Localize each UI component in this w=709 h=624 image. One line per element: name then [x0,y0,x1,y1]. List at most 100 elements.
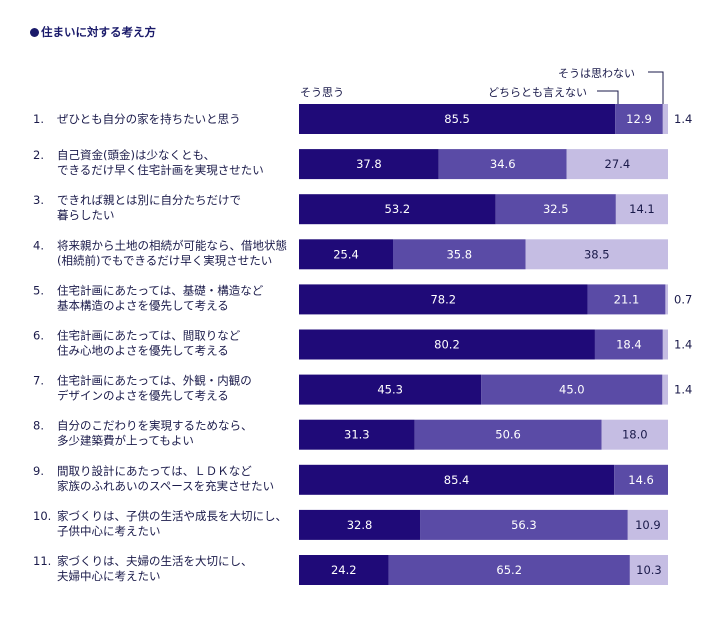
category-number: 7. [33,374,44,388]
category-label: 自分のこだわりを実現するためなら、 [57,419,253,433]
category-number: 8. [33,419,44,433]
category-label: デザインのよさを優先して考える [57,389,229,403]
bar-segment-disagree [662,374,668,405]
category-label: 暮らしたい [57,208,115,222]
value-label-neutral: 56.3 [511,518,537,532]
category-number: 1. [33,112,44,126]
value-label-neutral: 65.2 [496,563,522,577]
value-label-neutral: 34.6 [490,157,516,171]
value-label-agree: 24.2 [331,563,357,577]
bar-segment-disagree [662,104,668,134]
value-label-agree: 53.2 [385,202,411,216]
value-label-agree: 32.8 [347,518,373,532]
value-label-agree: 85.5 [444,112,470,126]
bar-segment-neutral [495,194,616,225]
value-label-agree: 45.3 [377,383,403,397]
category-label: 住宅計画にあたっては、外観・内観の [57,374,252,388]
value-label-disagree: 0.7 [674,292,692,306]
value-label-disagree: 1.4 [674,383,692,397]
value-label-disagree: 27.4 [605,157,631,171]
legend-disagree: そうは思わない [558,67,635,80]
value-label-disagree: 14.1 [629,202,655,216]
category-label: 住宅計画にあたっては、間取りなど [57,329,241,343]
bar-row-4: 4. 将来親から土地の相続が可能なら、借地状態(相続前)でもできるだけ早く実現させ… [33,238,668,270]
bar-segment-disagree [525,239,668,270]
bar-segment-neutral [414,419,602,450]
bar-segment-neutral [587,284,666,315]
bar-segment-agree [299,329,595,360]
legend-neutral: どちらとも言えない [488,86,587,99]
value-label-neutral: 50.6 [495,428,521,442]
bar-segment-agree [299,194,496,225]
value-label-agree: 37.8 [356,157,382,171]
category-number: 10. [33,509,51,523]
value-label-agree: 78.2 [430,292,456,306]
bar-segment-neutral [438,149,567,180]
value-label-agree: 25.4 [333,247,359,261]
category-label: 家づくりは、子供の生活や成長を大切にし、 [57,509,287,523]
bar-segment-agree [299,374,482,405]
category-label: できれば親とは別に自分たちだけで [57,193,241,207]
bar-segment-disagree [566,149,668,180]
bar-segment-neutral [420,509,628,540]
category-label: 家族のふれあいのスペースを充実させたい [57,479,274,493]
value-label-disagree: 1.4 [674,338,692,352]
category-number: 4. [33,238,44,252]
value-label-neutral: 45.0 [559,383,585,397]
bar-segment-agree [299,509,421,540]
category-number: 3. [33,193,44,207]
bar-row-10: 10. 家づくりは、子供の生活や成長を大切にし、子供中心に考えたい 32.8 56.3… [33,509,668,540]
category-number: 9. [33,464,44,478]
category-label: 自己資金(頭金)は少なくとも、 [57,148,215,162]
bar-row-11: 11. 家づくりは、夫婦の生活を大切にし、夫婦中心に考えたい 24.2 65.2 10.… [33,554,668,585]
chart-title: 住まいに対する考え方 [30,24,156,40]
category-label: 子供中心に考えたい [57,524,161,538]
bar-segment-disagree [665,284,668,315]
value-label-disagree: 10.3 [636,563,662,577]
bar-segment-neutral [615,104,663,134]
category-label: 夫婦中心に考えたい [57,569,161,583]
category-label: ぜひとも自分の家を持ちたいと思う [57,112,241,126]
bar-segment-neutral [393,239,526,270]
bar-segment-disagree [601,419,668,450]
bar-segment-agree [299,239,394,270]
legend-agree: そう思う [300,86,344,99]
category-number: 2. [33,148,44,162]
legend-leader-lines [597,71,664,104]
value-label-neutral: 18.4 [616,338,642,352]
category-label: 基本構造のよさを優先して考える [57,298,229,312]
value-label-disagree: 10.9 [635,518,661,532]
category-number: 5. [33,283,44,297]
bar-segment-neutral [594,329,663,360]
bar-segment-neutral [388,555,630,585]
title-bullet-icon [30,27,39,37]
bar-segment-disagree [627,509,668,540]
category-label: 家づくりは、夫婦の生活を大切にし、 [57,554,253,568]
category-label: 将来親から土地の相続が可能なら、借地状態 [57,238,287,252]
category-label: できるだけ早く住宅計画を実現させたい [57,163,264,177]
bar-segment-agree [299,284,588,315]
bar-segment-disagree [629,555,668,585]
bar-row-8: 8. 自分のこだわりを実現するためなら、多少建築費が上ってもよい 31.3 50.6 1… [33,419,668,450]
chart-title-text: 住まいに対する考え方 [41,25,156,39]
value-label-disagree: 18.0 [622,428,648,442]
category-label: 多少建築費が上ってもよい [57,434,194,448]
category-number: 11. [33,554,51,568]
bar-row-1: 1. ぜひとも自分の家を持ちたいと思う 85.5 12.9 1.4 [33,104,692,134]
value-label-neutral: 12.9 [626,112,652,126]
bar-segment-agree [299,464,615,495]
category-label: 間取り設計にあたっては、ＬＤＫなど [57,464,252,478]
category-label: (相続前)でもできるだけ早く実現させたい [57,253,272,267]
bar-segment-disagree [662,329,668,360]
leader-line-disagree [648,71,664,104]
value-label-agree: 85.4 [444,473,470,487]
category-label: 住宅計画にあたっては、基礎・構造など [57,283,264,297]
category-label: 住み心地のよさを優先して考える [57,344,229,358]
bar-segment-agree [299,419,415,450]
value-label-neutral: 35.8 [446,247,472,261]
